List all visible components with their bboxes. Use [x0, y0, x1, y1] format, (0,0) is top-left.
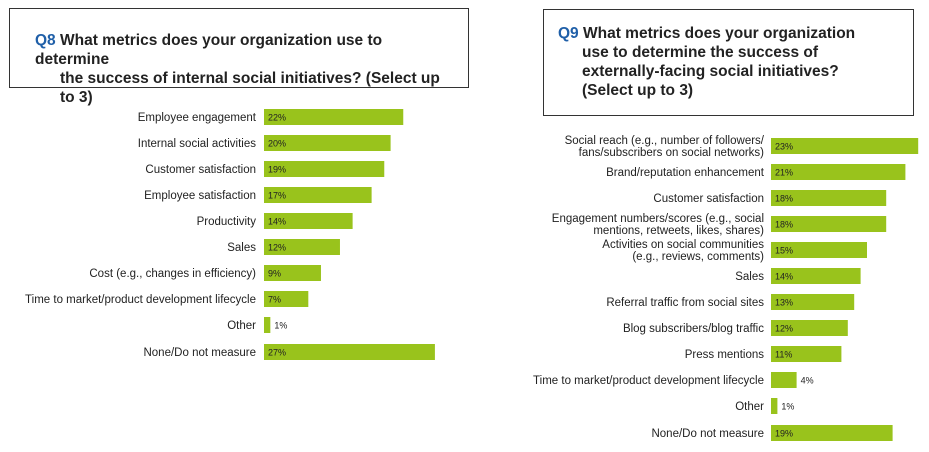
q9-category-label: Referral traffic from social sites	[606, 297, 764, 309]
q8-question-box: Q8 What metrics does your organization u…	[9, 8, 469, 106]
q8-category-label: Productivity	[197, 216, 257, 228]
q9-bar	[771, 242, 867, 258]
q8-value-label: 27%	[268, 348, 286, 358]
q8-bar	[264, 213, 353, 229]
q9-bar	[771, 164, 906, 180]
q9-bar	[771, 425, 893, 441]
q9-title-line-2: use to determine the success of	[582, 44, 819, 61]
q9-bar	[771, 138, 919, 154]
q8-category-label: Employee engagement	[138, 112, 257, 124]
q8-value-label: 17%	[268, 191, 286, 201]
q9-value-label: 4%	[801, 376, 814, 386]
q9-value-label: 18%	[775, 194, 793, 204]
q8-bar	[264, 265, 321, 281]
q9-category-label: Brand/reputation enhancement	[606, 167, 765, 179]
q9-value-label: 21%	[775, 168, 793, 178]
q8-category-label: Customer satisfaction	[145, 164, 256, 176]
q9-title-line-1: What metrics does your organization	[583, 25, 856, 42]
q9-category-label: Time to market/product development lifec…	[533, 375, 764, 387]
q9-value-label: 14%	[775, 272, 793, 282]
q9-bar	[771, 320, 848, 336]
q9-category-label: Blog subscribers/blog traffic	[623, 323, 764, 335]
q8-bar	[264, 291, 309, 307]
q9-category-label: (e.g., reviews, comments)	[632, 251, 764, 263]
q9-title-line-4: (Select up to 3)	[582, 82, 694, 99]
q8-value-label: 7%	[268, 295, 281, 305]
q8-category-label: Internal social activities	[138, 138, 256, 150]
q9-category-label: fans/subscribers on social networks)	[579, 147, 765, 159]
q8-category-label: None/Do not measure	[143, 347, 256, 359]
q8-bar	[264, 109, 404, 125]
q8-bar	[264, 239, 340, 255]
q8-value-label: 19%	[268, 165, 286, 175]
q9-bar	[771, 216, 887, 232]
q8-category-label: Cost (e.g., changes in efficiency)	[89, 268, 256, 280]
q9-value-label: 11%	[775, 350, 792, 360]
q9-bar	[771, 268, 861, 284]
q9-value-label: 18%	[775, 220, 793, 230]
q9-category-label: Activities on social communities	[602, 239, 764, 251]
q8-value-label: 12%	[268, 243, 286, 253]
q8-bar	[264, 344, 435, 360]
q9-value-label: 23%	[775, 142, 793, 152]
q8-bar	[264, 161, 385, 177]
q8-category-label: Employee satisfaction	[144, 190, 256, 202]
q9-bar	[771, 294, 855, 310]
q9-value-label: 1%	[781, 402, 794, 412]
q8-title-line-1: What metrics does your organization use …	[35, 32, 383, 68]
q9-category-label: Customer satisfaction	[653, 193, 764, 205]
q9-category-label: Engagement numbers/scores (e.g., social	[552, 213, 764, 225]
q8-bar	[264, 135, 391, 151]
q8-category-label: Sales	[227, 242, 256, 254]
q9-bar	[771, 346, 842, 362]
q9-number: Q9	[558, 25, 579, 42]
q8-value-label: 1%	[274, 321, 287, 331]
q9-category-label: mentions, retweets, likes, shares)	[593, 225, 764, 237]
q9-value-label: 12%	[775, 324, 793, 334]
q9-question-box: Q9 What metrics does your organization u…	[543, 9, 914, 116]
q9-value-label: 19%	[775, 429, 793, 439]
q9-category-label: Press mentions	[685, 349, 765, 361]
q8-value-label: 14%	[268, 217, 286, 227]
q9-bar	[771, 398, 778, 414]
q8-value-label: 20%	[268, 139, 286, 149]
q8-bar	[264, 187, 372, 203]
q9-category-label: Social reach (e.g., number of followers/	[565, 135, 765, 147]
q9-category-label: Sales	[735, 271, 764, 283]
q8-category-label: Other	[227, 320, 256, 332]
q9-category-label: Other	[735, 401, 764, 413]
q9-category-label: None/Do not measure	[651, 428, 764, 440]
q8-value-label: 9%	[268, 269, 281, 279]
q9-bar	[771, 372, 797, 388]
q8-bar	[264, 317, 271, 333]
q8-title-line-2: the success of internal social initiativ…	[60, 70, 440, 106]
q9-value-label: 13%	[775, 298, 793, 308]
q9-bar	[771, 190, 887, 206]
q9-title-line-3: externally-facing social initiatives?	[582, 63, 839, 80]
q8-number: Q8	[35, 32, 56, 49]
q8-category-label: Time to market/product development lifec…	[25, 294, 256, 306]
q9-value-label: 15%	[775, 246, 793, 256]
q8-value-label: 22%	[268, 113, 286, 123]
